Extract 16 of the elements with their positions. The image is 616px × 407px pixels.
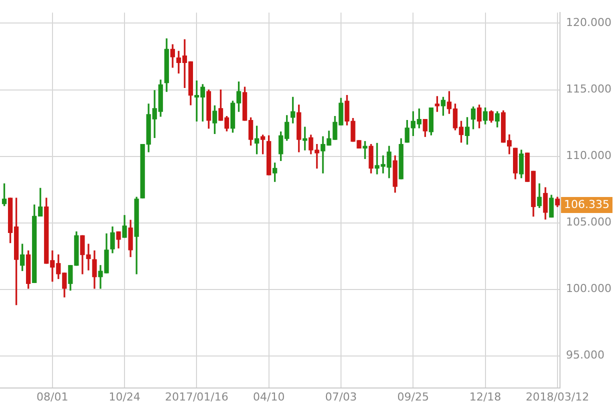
- x-tick-label: 08/01: [36, 390, 68, 404]
- y-tick-label: 110.000: [566, 149, 612, 162]
- y-tick-label: 105.000: [566, 216, 612, 229]
- x-tick-label: 2017/01/16: [164, 390, 228, 404]
- x-tick-label: 09/25: [397, 390, 429, 404]
- x-tick-label: 12/18: [469, 390, 502, 404]
- x-tick-label: 07/03: [325, 390, 357, 404]
- y-tick-label: 100.000: [566, 282, 612, 296]
- x-tick-label: 2018/03/12: [526, 390, 590, 404]
- y-tick-label: 115.000: [566, 82, 612, 96]
- y-tick-label: 95.000: [566, 348, 604, 362]
- y-tick-label: 120.000: [566, 16, 612, 30]
- text: 106.335: [564, 198, 610, 211]
- x-tick-label: 10/24: [108, 390, 140, 404]
- candlestick: [362, 141, 368, 160]
- x-tick-label: 04/10: [252, 390, 285, 404]
